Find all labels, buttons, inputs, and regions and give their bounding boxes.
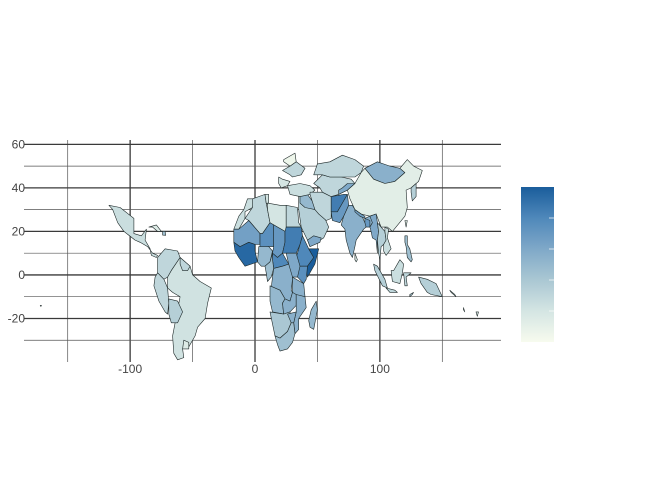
region-sudan[interactable]: Sudan — [282, 226, 303, 254]
region-thailand-laos[interactable]: Thailand & Laos — [377, 222, 387, 260]
y-tick-label: 0 — [18, 268, 25, 282]
region-new-guinea[interactable]: New Guinea — [418, 276, 443, 297]
region-brazil-southern-cone[interactable]: Brazil & Southern Cone — [167, 257, 212, 361]
region-sumatra[interactable]: Sumatra — [373, 263, 388, 289]
longitude-axis: -100 0 100 — [118, 362, 390, 376]
region-sulawesi[interactable]: Sulawesi — [403, 272, 412, 287]
colorbar — [521, 187, 554, 342]
region-philippines[interactable]: Philippines — [404, 235, 413, 263]
region-sri-lanka[interactable]: Sri Lanka — [354, 252, 358, 263]
region-timor[interactable]: Timor — [409, 292, 414, 297]
region-bangladesh[interactable]: Bangladesh — [364, 218, 371, 228]
region-korea[interactable]: Korea — [410, 183, 417, 202]
region-south-africa[interactable]: South Africa — [274, 322, 296, 352]
colorbar-gradient — [521, 187, 554, 342]
region-yemen[interactable]: Yemen — [307, 235, 322, 247]
region-fiji[interactable]: Fiji — [475, 311, 479, 317]
region-uruguay[interactable]: Uruguay — [182, 339, 190, 350]
latitude-axis: 60 40 20 0 -20 — [8, 137, 26, 325]
region-west-africa-coast[interactable]: West Africa Coast — [233, 242, 258, 267]
region-taiwan[interactable]: Taiwan — [404, 220, 408, 228]
region-ukraine-moldova[interactable]: Ukraine & Moldova — [282, 161, 306, 178]
region-borneo[interactable]: Borneo — [390, 259, 404, 284]
x-tick-label: 100 — [370, 362, 390, 376]
region-peru-ecuador[interactable]: Peru & Ecuador — [153, 272, 170, 315]
region-vanuatu[interactable]: Vanuatu — [463, 307, 466, 313]
region-cuba[interactable]: Cuba — [148, 224, 162, 232]
region-samoa[interactable]: Samoa — [39, 305, 42, 307]
country-regions[interactable]: Mexico & Central AmericaCubaHaitiColombi… — [39, 152, 479, 361]
y-tick-label: 20 — [12, 224, 26, 238]
region-java[interactable]: Java — [385, 287, 398, 293]
x-tick-label: 0 — [252, 362, 259, 376]
region-egypt[interactable]: Egypt — [285, 205, 302, 228]
y-tick-label: 40 — [12, 181, 26, 195]
region-myanmar[interactable]: Myanmar — [369, 213, 379, 254]
region-kazakhstan-russia-strip[interactable]: Kazakhstan & Russia strip — [313, 154, 364, 178]
region-haiti[interactable]: Haiti — [162, 231, 166, 236]
region-balkans[interactable]: Balkans — [278, 176, 291, 189]
region-belarus[interactable]: Belarus — [283, 152, 297, 167]
y-tick-label: -20 — [8, 311, 26, 325]
region-south-sudan-uganda[interactable]: South Sudan & Uganda — [285, 252, 301, 278]
region-kyrgyz-tajik[interactable]: Kyrgyz & Tajik — [338, 183, 356, 195]
region-solomon-is[interactable]: Solomon Is. — [449, 289, 457, 297]
y-tick-label: 60 — [12, 137, 26, 151]
region-vietnam-cambodia[interactable]: Vietnam & Cambodia — [383, 226, 392, 256]
region-guianas[interactable]: Guianas — [179, 257, 191, 271]
x-tick-label: -100 — [118, 362, 142, 376]
region-madagascar[interactable]: Madagascar — [308, 300, 318, 330]
region-bolivia[interactable]: Bolivia — [168, 298, 183, 324]
region-nigeria[interactable]: Nigeria — [257, 246, 273, 267]
region-mexico-central-america[interactable]: Mexico & Central America — [108, 205, 158, 258]
